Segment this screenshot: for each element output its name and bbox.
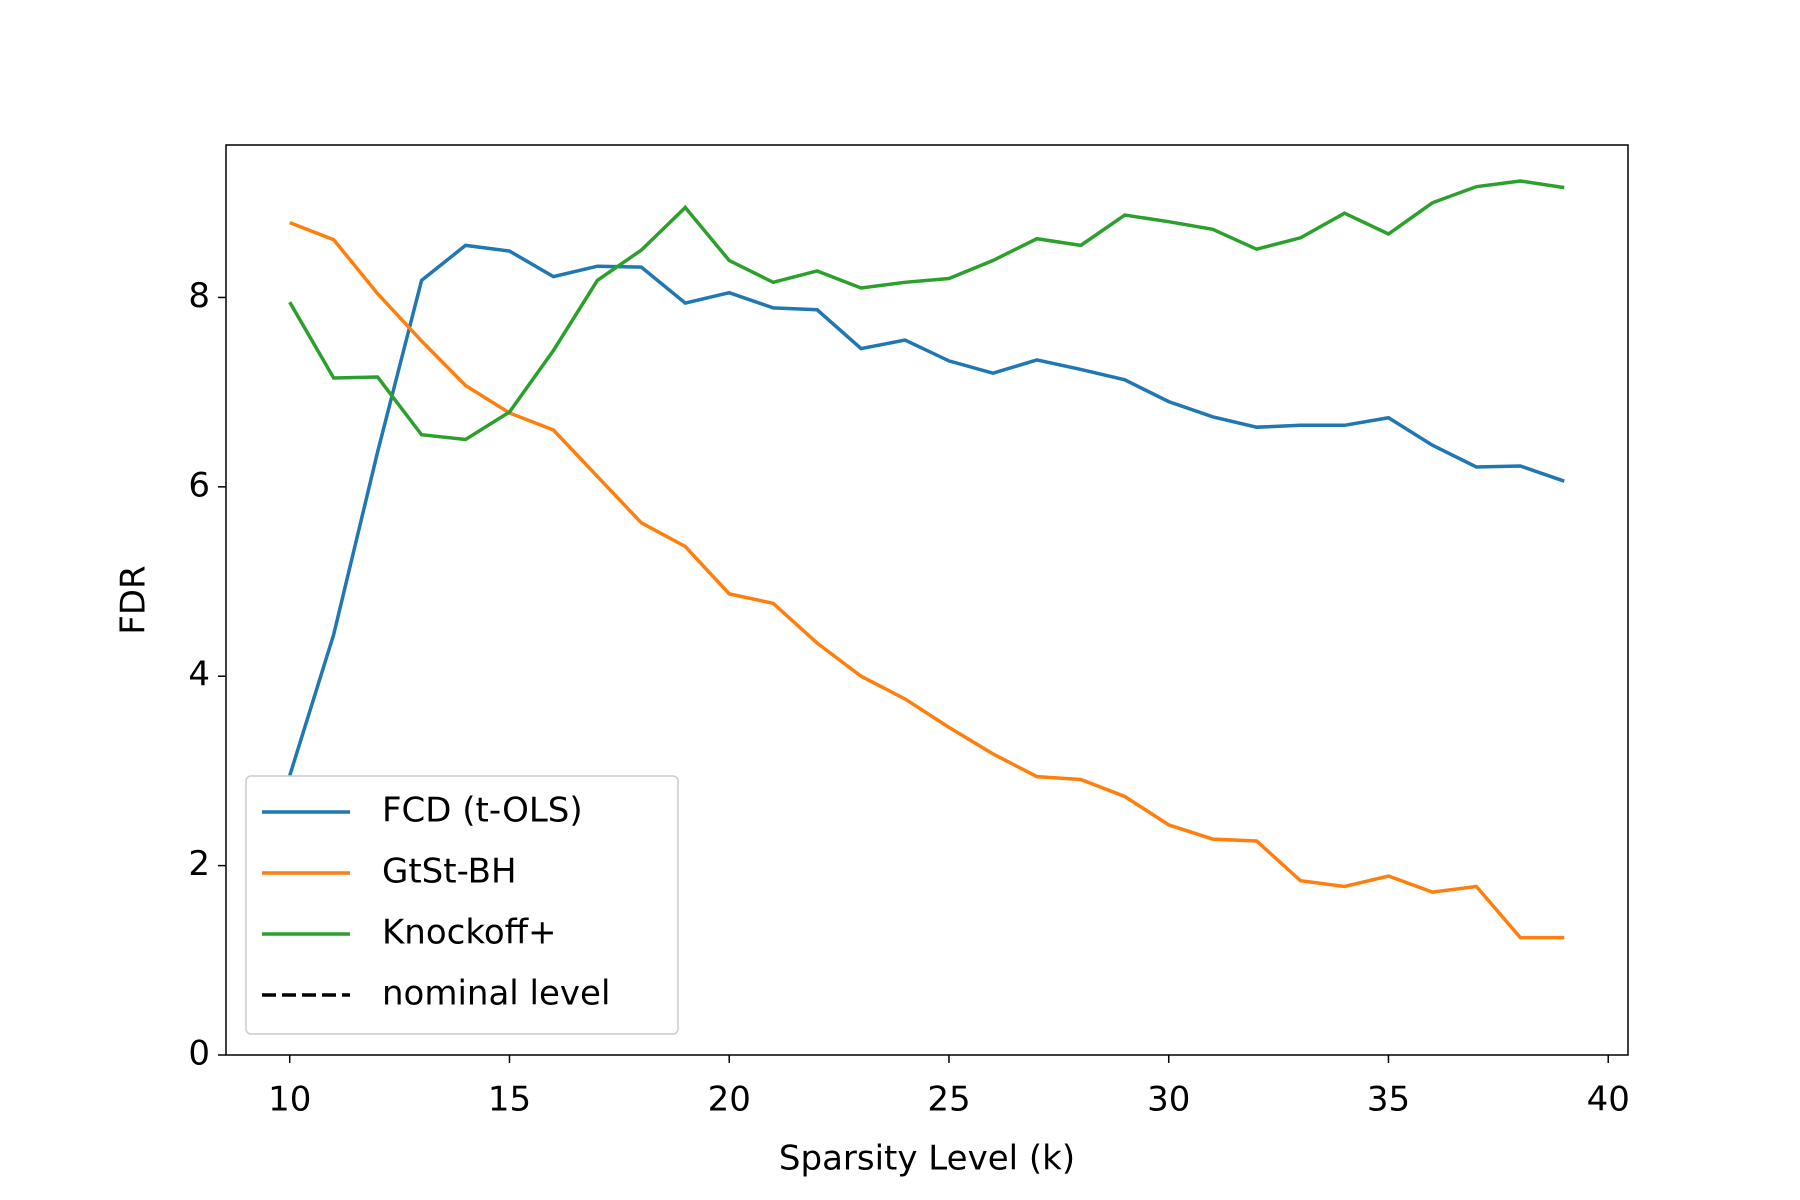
y-tick-label: 2: [188, 844, 210, 884]
data-line: [289, 221, 1565, 940]
legend-label: nominal level: [382, 974, 610, 1014]
x-tick-label: 40: [1587, 1080, 1630, 1120]
plot-frame: [225, 144, 1629, 1056]
x-tick-label: 25: [927, 1080, 970, 1120]
data-line: [288, 179, 1565, 442]
x-tick-label: 35: [1367, 1080, 1410, 1120]
legend-label: FCD (t-OLS): [382, 791, 583, 831]
y-tick-label: 8: [188, 276, 210, 316]
legend-box: [245, 775, 679, 1035]
legend-label: Knockoff+: [382, 913, 557, 953]
y-axis-label: FDR: [114, 565, 154, 634]
y-tick-label: 4: [188, 655, 210, 695]
x-axis-label: Sparsity Level (k): [779, 1139, 1075, 1179]
x-tick-label: 30: [1147, 1080, 1190, 1120]
x-tick-label: 15: [488, 1080, 531, 1120]
y-tick-label: 0: [188, 1034, 210, 1074]
x-tick-label: 10: [268, 1080, 311, 1120]
x-tick-label: 20: [708, 1080, 751, 1120]
data-line: [288, 243, 1565, 777]
legend-label: GtSt-BH: [382, 852, 517, 892]
y-tick-label: 6: [188, 465, 210, 505]
